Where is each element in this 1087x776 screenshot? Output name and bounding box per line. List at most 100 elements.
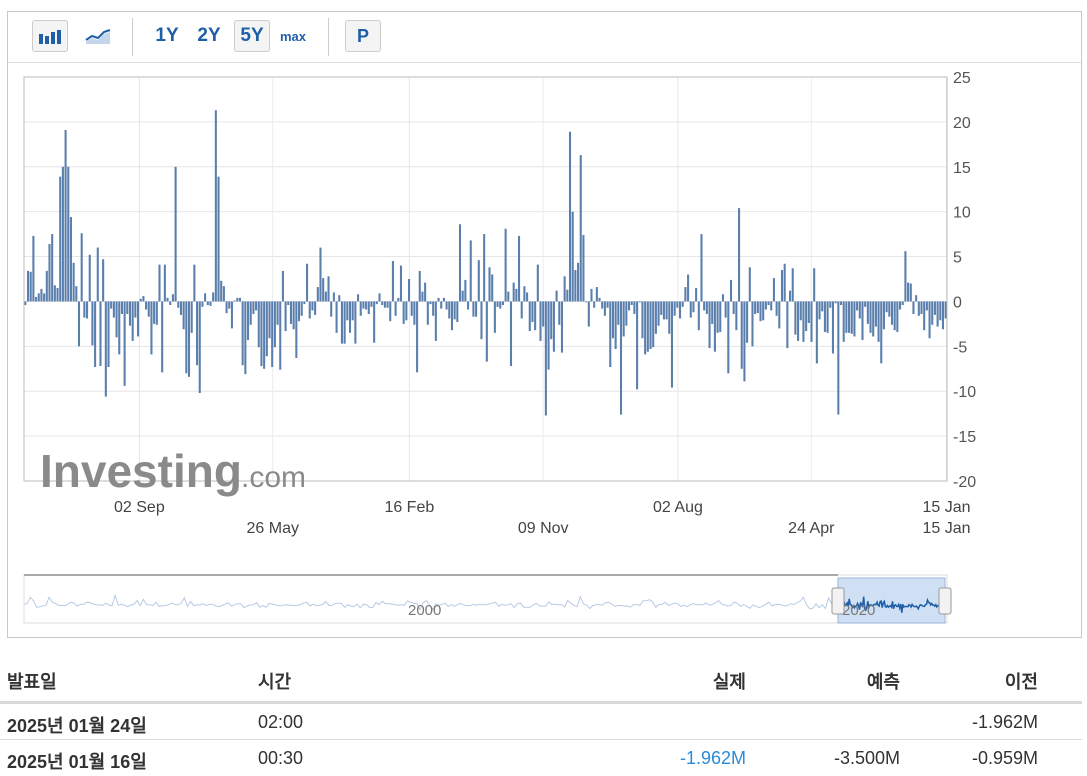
bar[interactable]: [577, 262, 580, 302]
bar[interactable]: [829, 301, 832, 308]
bar[interactable]: [673, 301, 676, 316]
bar[interactable]: [155, 301, 158, 325]
bar[interactable]: [904, 251, 907, 302]
bar[interactable]: [338, 295, 341, 302]
line-chart-button[interactable]: [80, 20, 116, 52]
bar[interactable]: [247, 301, 250, 341]
bar[interactable]: [740, 301, 743, 369]
bar[interactable]: [252, 301, 255, 315]
bar[interactable]: [815, 301, 818, 364]
bar[interactable]: [708, 301, 711, 349]
bar[interactable]: [944, 301, 947, 319]
bar[interactable]: [501, 301, 504, 306]
bar[interactable]: [147, 301, 150, 317]
bar[interactable]: [206, 301, 209, 306]
bar[interactable]: [340, 301, 343, 344]
bar[interactable]: [756, 301, 759, 314]
bar[interactable]: [939, 301, 942, 321]
bar[interactable]: [595, 287, 598, 302]
bar[interactable]: [257, 301, 260, 348]
bar[interactable]: [432, 301, 435, 316]
bar[interactable]: [75, 286, 78, 302]
bar[interactable]: [622, 301, 625, 337]
bar[interactable]: [402, 301, 405, 324]
bar[interactable]: [265, 301, 268, 357]
bar[interactable]: [214, 110, 217, 302]
bar[interactable]: [289, 301, 293, 324]
bar[interactable]: [831, 301, 834, 354]
bar[interactable]: [754, 301, 757, 315]
bar[interactable]: [566, 289, 569, 302]
bar[interactable]: [442, 297, 445, 302]
bar[interactable]: [818, 301, 821, 320]
bar[interactable]: [923, 301, 926, 331]
bar[interactable]: [660, 301, 663, 315]
bar[interactable]: [563, 276, 566, 302]
bar[interactable]: [560, 301, 564, 353]
bar[interactable]: [136, 301, 140, 337]
bar[interactable]: [249, 301, 252, 325]
range-1y-button[interactable]: 1Y: [155, 25, 179, 46]
bar[interactable]: [456, 301, 459, 323]
bar[interactable]: [617, 301, 620, 325]
bar[interactable]: [418, 270, 421, 302]
bar[interactable]: [853, 301, 856, 337]
bar[interactable]: [912, 301, 915, 315]
bar[interactable]: [619, 301, 623, 415]
bar[interactable]: [890, 301, 894, 325]
bar[interactable]: [161, 301, 164, 373]
bar[interactable]: [153, 301, 156, 324]
bar[interactable]: [488, 267, 491, 302]
bar[interactable]: [332, 292, 335, 302]
bar[interactable]: [547, 301, 550, 370]
bar[interactable]: [662, 301, 665, 320]
bar[interactable]: [644, 301, 647, 355]
bar[interactable]: [652, 301, 655, 348]
bar[interactable]: [110, 301, 113, 309]
bar[interactable]: [480, 301, 483, 340]
bar[interactable]: [322, 278, 325, 302]
bar[interactable]: [509, 301, 513, 367]
bar[interactable]: [534, 301, 537, 331]
bar[interactable]: [603, 301, 606, 316]
bar[interactable]: [59, 176, 62, 302]
bar[interactable]: [45, 270, 48, 302]
bar[interactable]: [695, 287, 698, 302]
bar[interactable]: [287, 301, 290, 306]
bar[interactable]: [386, 301, 389, 308]
bar[interactable]: [628, 301, 631, 311]
bar[interactable]: [198, 301, 201, 394]
bar[interactable]: [839, 301, 843, 306]
bar[interactable]: [477, 260, 480, 302]
bar[interactable]: [933, 301, 936, 315]
bar[interactable]: [212, 292, 215, 302]
bar[interactable]: [772, 278, 775, 302]
bar[interactable]: [499, 301, 502, 309]
bar[interactable]: [657, 301, 660, 326]
bar[interactable]: [544, 301, 547, 416]
bar[interactable]: [813, 268, 816, 302]
bar[interactable]: [220, 280, 223, 302]
bar[interactable]: [665, 301, 668, 320]
bar[interactable]: [166, 297, 169, 302]
bar[interactable]: [759, 301, 762, 322]
bar[interactable]: [359, 301, 362, 316]
bar[interactable]: [526, 292, 529, 302]
bar[interactable]: [767, 301, 770, 306]
bar[interactable]: [885, 301, 888, 313]
bar[interactable]: [837, 301, 840, 415]
bar[interactable]: [142, 296, 145, 302]
bar[interactable]: [268, 301, 271, 339]
bar[interactable]: [131, 301, 134, 341]
bar[interactable]: [29, 271, 32, 302]
bar[interactable]: [306, 263, 309, 302]
bar[interactable]: [496, 301, 499, 307]
bar[interactable]: [866, 301, 869, 324]
bar[interactable]: [244, 301, 247, 375]
bar[interactable]: [51, 234, 54, 302]
bar[interactable]: [348, 301, 352, 333]
bar[interactable]: [464, 279, 467, 302]
bar[interactable]: [367, 301, 370, 315]
bar[interactable]: [467, 301, 470, 310]
bar[interactable]: [568, 131, 572, 302]
